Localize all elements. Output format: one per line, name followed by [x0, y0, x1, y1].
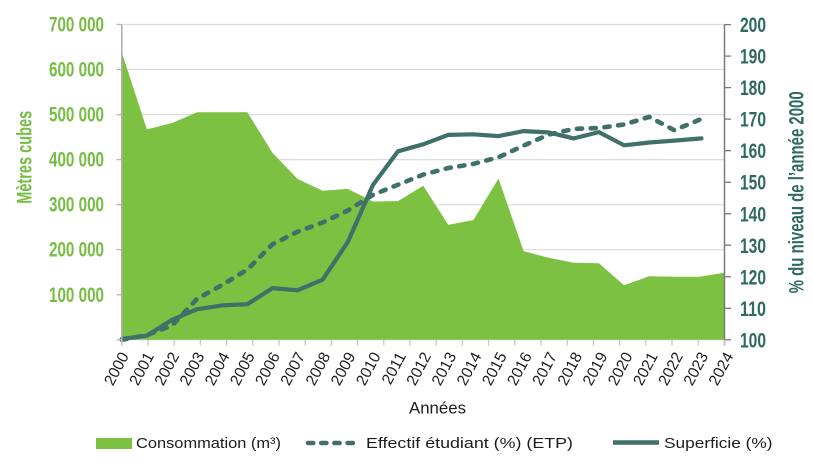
- svg-text:170: 170: [740, 109, 766, 132]
- svg-text:600 000: 600 000: [49, 59, 104, 82]
- svg-text:130: 130: [740, 235, 766, 258]
- svg-text:300 000: 300 000: [49, 194, 104, 217]
- svg-text:190: 190: [740, 46, 766, 69]
- svg-text:400 000: 400 000: [49, 149, 104, 172]
- svg-text:Superficie (%): Superficie (%): [664, 435, 773, 452]
- svg-text:180: 180: [740, 77, 766, 100]
- svg-text:Années: Années: [409, 399, 466, 418]
- svg-text:Consommation (m³): Consommation (m³): [136, 435, 281, 452]
- svg-text:120: 120: [740, 266, 766, 289]
- svg-text:Mètres cubes: Mètres cubes: [14, 111, 37, 204]
- svg-text:100: 100: [740, 329, 766, 352]
- svg-text:Effectif étudiant (%) (ETP): Effectif étudiant (%) (ETP): [366, 435, 573, 452]
- svg-text:160: 160: [740, 140, 766, 163]
- svg-text:150: 150: [740, 172, 766, 195]
- svg-text:200: 200: [740, 14, 766, 37]
- svg-text:200 000: 200 000: [49, 239, 104, 262]
- svg-text:110: 110: [740, 298, 766, 321]
- svg-text:% du niveau de l’année 2000: % du niveau de l’année 2000: [786, 91, 809, 293]
- svg-text:100 000: 100 000: [49, 284, 104, 307]
- svg-text:500 000: 500 000: [49, 104, 104, 127]
- svg-text:140: 140: [740, 203, 766, 226]
- svg-text:700 000: 700 000: [49, 14, 104, 37]
